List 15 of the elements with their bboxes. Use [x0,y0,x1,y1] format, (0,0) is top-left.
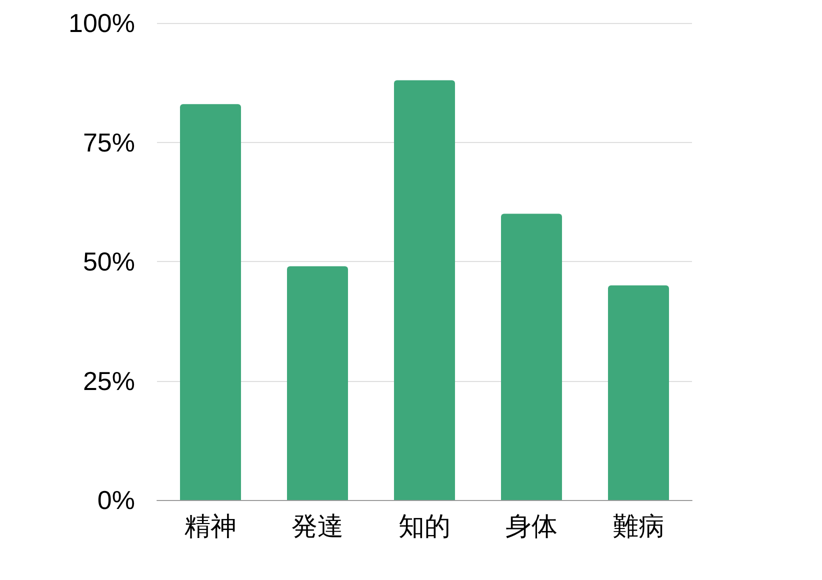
y-tick-label: 0% [97,485,135,515]
bar [608,285,669,500]
x-tick-label: 知的 [398,512,450,542]
y-tick-label: 50% [82,246,135,276]
bar [180,104,241,500]
bar [287,266,348,500]
y-tick-label: 75% [82,127,135,158]
x-tick-label: 精神 [184,512,236,542]
bar [394,80,455,500]
x-tick-label: 発達 [292,512,344,542]
bar [501,214,562,500]
x-tick-label: 難病 [612,512,664,542]
y-tick-label: 100% [68,8,135,38]
x-tick-label: 身体 [506,512,558,542]
y-tick-label: 25% [82,366,135,396]
